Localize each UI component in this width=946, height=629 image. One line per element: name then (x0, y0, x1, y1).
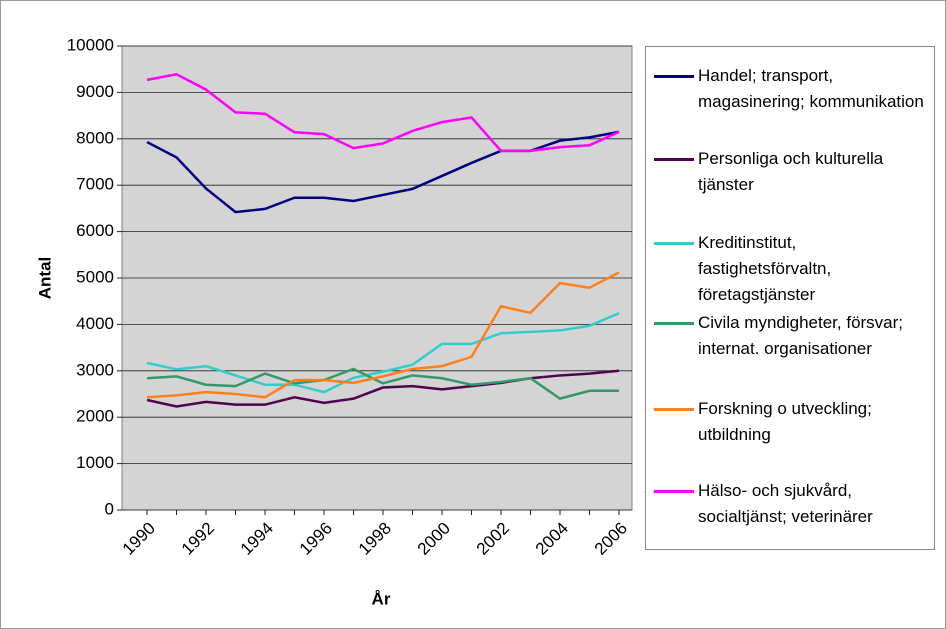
series-line (146, 271, 620, 399)
legend-label: Civila myndigheter, försvar; internat. o… (698, 313, 904, 358)
legend-swatch (654, 75, 694, 78)
series-line (146, 312, 620, 394)
y-tick-label: 5000 (76, 267, 114, 286)
x-tick-label: 2004 (532, 519, 572, 559)
y-tick-label: 2000 (76, 407, 114, 426)
series-line (146, 72, 620, 153)
legend-entry: Hälso- och sjukvård, socialtjänst; veter… (654, 478, 929, 530)
y-axis-title: Antal (35, 257, 54, 300)
x-tick-label: 1994 (237, 519, 277, 559)
y-tick-label: 8000 (76, 128, 114, 147)
y-tick-label: 6000 (76, 221, 114, 240)
legend-swatch (654, 242, 694, 245)
legend-entry: Forskning o utveckling; utbildning (654, 396, 929, 448)
y-tick-label: 10000 (67, 35, 114, 54)
x-tick-label: 2002 (473, 519, 513, 559)
series-line (146, 369, 620, 408)
legend-swatch (654, 158, 694, 161)
x-tick-label: 1996 (296, 519, 336, 559)
y-tick-label: 9000 (76, 82, 114, 101)
series-line (146, 367, 619, 400)
legend-label: Personliga och kulturella tjänster (698, 149, 884, 194)
y-tick-label: 0 (105, 499, 114, 518)
legend-label: Forskning o utveckling; utbildning (698, 399, 872, 444)
x-axis-title: År (372, 589, 391, 608)
x-tick-label: 1990 (119, 519, 159, 559)
legend-label: Kreditinstitut, fastighetsförvaltn, före… (698, 233, 832, 304)
legend-swatch (654, 322, 694, 325)
x-tick-label: 2000 (414, 519, 454, 559)
y-tick-label: 4000 (76, 314, 114, 333)
legend-entry: Personliga och kulturella tjänster (654, 146, 929, 198)
y-tick-label: 7000 (76, 175, 114, 194)
x-tick-label: 1992 (178, 519, 218, 559)
y-tick-label: 1000 (76, 453, 114, 472)
legend-entry: Handel; transport, magasinering; kommuni… (654, 63, 929, 115)
legend-entry: Civila myndigheter, försvar; internat. o… (654, 310, 929, 362)
legend-swatch (654, 490, 694, 493)
legend-entry: Kreditinstitut, fastighetsförvaltn, före… (654, 230, 929, 308)
y-tick-label: 3000 (76, 360, 114, 379)
legend-label: Handel; transport, magasinering; kommuni… (698, 66, 924, 111)
x-tick-label: 1998 (355, 519, 395, 559)
legend-swatch (654, 408, 694, 411)
series-line (146, 130, 620, 214)
x-tick-label: 2006 (591, 519, 631, 559)
legend: Handel; transport, magasinering; kommuni… (645, 46, 935, 550)
legend-label: Hälso- och sjukvård, socialtjänst; veter… (698, 481, 873, 526)
